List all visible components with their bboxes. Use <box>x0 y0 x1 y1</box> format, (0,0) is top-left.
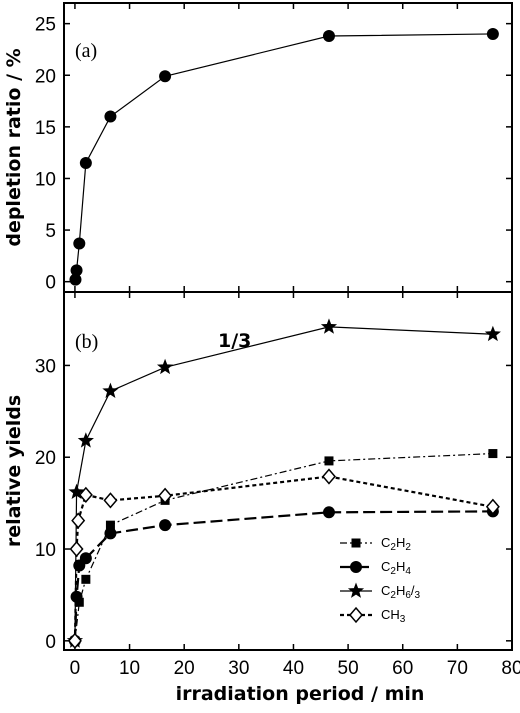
data-point <box>69 273 82 286</box>
y-tick-label: 25 <box>35 15 56 36</box>
legend-label: CH3 <box>381 607 406 625</box>
series-c2h4 <box>68 505 499 647</box>
data-point <box>485 498 500 515</box>
panel-label: (a) <box>75 40 97 62</box>
data-point <box>320 318 338 334</box>
legend-marker <box>351 538 361 548</box>
legend-item: C2H2 <box>340 535 411 553</box>
data-point <box>322 30 335 43</box>
data-point <box>78 486 93 504</box>
legend-marker <box>349 606 363 624</box>
y-axis-label: relative yields <box>3 395 25 547</box>
y-tick-label: 20 <box>35 66 56 87</box>
y-tick-label: 10 <box>35 169 56 190</box>
data-point <box>68 483 85 499</box>
legend-marker <box>347 582 365 598</box>
data-point <box>104 527 117 540</box>
series-0 <box>69 27 499 286</box>
y-tick-label: 20 <box>35 448 56 469</box>
data-point <box>77 432 94 448</box>
data-point <box>105 520 115 530</box>
series-c2h2 <box>70 449 498 646</box>
data-point <box>67 632 82 649</box>
data-point <box>488 449 498 459</box>
series-line <box>74 326 493 641</box>
x-tick-label: 80 <box>501 658 520 679</box>
y-tick-label: 0 <box>45 273 56 294</box>
data-point <box>69 540 84 558</box>
y-tick-label: 0 <box>45 632 56 653</box>
data-point <box>71 512 86 529</box>
data-point <box>322 506 335 519</box>
legend-label: C2H6/3 <box>381 583 421 601</box>
x-tick-label: 50 <box>338 658 359 679</box>
data-point <box>158 487 173 504</box>
data-point <box>486 27 499 40</box>
y-tick-label: 10 <box>35 540 56 561</box>
y-tick-label: 30 <box>35 356 56 377</box>
legend-item: C2H4 <box>340 559 411 577</box>
x-tick-label: 10 <box>119 658 140 679</box>
x-tick-label: 20 <box>174 658 195 679</box>
y-tick-label: 5 <box>45 221 56 242</box>
data-point <box>79 552 92 565</box>
legend-label: C2H4 <box>381 559 411 577</box>
data-point <box>159 519 172 532</box>
data-point <box>70 264 83 277</box>
data-point <box>156 358 174 375</box>
legend: C2H2 C2H4 C2H6/3 CH3 <box>340 535 421 625</box>
data-point <box>102 382 119 399</box>
data-point <box>79 156 92 169</box>
data-point <box>324 456 334 466</box>
series-line <box>73 475 494 641</box>
panel-b: 0 10 20 30 0 10 20 30 40 50 60 70 80 (b) relative yiel… <box>3 291 520 679</box>
panel-a: 0 5 10 15 20 25 (a) depletion ratio / % <box>3 2 513 294</box>
data-point <box>159 70 172 83</box>
series-line <box>73 510 493 641</box>
x-tick-label: 70 <box>447 658 468 679</box>
legend-item: CH3 <box>340 606 406 625</box>
x-tick-label: 40 <box>283 658 304 679</box>
x-tick-label: 30 <box>228 658 249 679</box>
data-point <box>104 110 117 123</box>
annotation: 1/3 <box>218 330 251 352</box>
legend-marker <box>350 561 362 573</box>
series-c2h63 <box>66 318 501 648</box>
data-point <box>73 237 86 250</box>
y-axis-label: depletion ratio / % <box>3 48 25 246</box>
legend-label: C2H2 <box>381 535 411 553</box>
y-tick-label: 15 <box>35 118 56 139</box>
x-tick-label: 0 <box>70 658 81 679</box>
series-ch3 <box>67 468 500 649</box>
panel-label: (b) <box>75 331 98 353</box>
x-tick-label: 60 <box>392 658 413 679</box>
series-line <box>74 33 493 280</box>
data-point <box>81 574 91 584</box>
data-point <box>103 492 118 509</box>
plot-frame <box>63 291 513 651</box>
data-point <box>74 597 84 607</box>
data-point <box>321 468 336 485</box>
legend-item: C2H6/3 <box>340 582 421 601</box>
x-axis-label: irradiation period / min <box>176 683 425 705</box>
data-point <box>484 325 501 342</box>
